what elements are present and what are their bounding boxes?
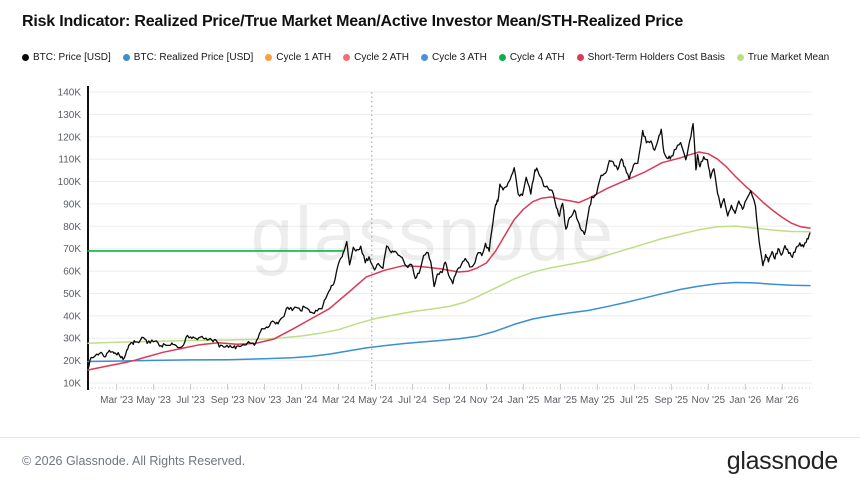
x-tick-label: Nov '25 <box>692 395 726 406</box>
series-line-btc-price-usd <box>87 122 811 369</box>
legend-item-true-market-mean[interactable]: True Market Mean <box>736 52 830 63</box>
y-tick-label: 60K <box>63 267 81 278</box>
legend-label: BTC: Realized Price [USD] <box>133 52 254 63</box>
y-tick-label: 100K <box>58 177 82 188</box>
x-tick-label: Sep '25 <box>655 395 689 406</box>
x-tick-label: Jul '23 <box>176 395 205 406</box>
x-tick-label: Mar '25 <box>544 395 577 406</box>
legend-label: Cycle 2 ATH <box>354 52 409 63</box>
legend-label: Short-Term Holders Cost Basis <box>587 52 725 63</box>
y-tick-label: 10K <box>63 379 81 390</box>
y-tick-label: 130K <box>58 110 82 121</box>
x-tick-label: May '24 <box>358 395 393 406</box>
legend-dot <box>343 54 351 61</box>
legend-item-cycle-4-ath[interactable]: Cycle 4 ATH <box>498 52 565 63</box>
x-tick-label: Sep '24 <box>433 395 467 406</box>
legend-dot <box>498 54 506 61</box>
x-tick-label: Mar '23 <box>100 395 133 406</box>
legend-item-cycle-1-ath[interactable]: Cycle 1 ATH <box>265 52 331 63</box>
legend-item-btc-price-usd[interactable]: BTC: Price [USD] <box>22 52 111 63</box>
chart-title: Risk Indicator: Realized Price/True Mark… <box>22 13 684 30</box>
y-tick-label: 40K <box>63 311 81 322</box>
x-tick-label: Mar '26 <box>766 395 799 406</box>
legend-item-short-term-holders-cost-basis[interactable]: Short-Term Holders Cost Basis <box>576 52 725 63</box>
x-tick-label: Jul '24 <box>398 395 427 406</box>
series-line-true-market-mean <box>87 225 811 344</box>
series-line-short-term-holders-cost-basis <box>87 151 811 371</box>
x-tick-label: Jan '26 <box>729 395 761 406</box>
y-tick-label: 80K <box>63 222 81 233</box>
x-tick-label: May '23 <box>136 395 171 406</box>
x-tick-label: Mar '24 <box>322 395 355 406</box>
chart-legend: BTC: Price [USD] BTC: Realized Price [USD… <box>22 52 829 63</box>
legend-label: True Market Mean <box>747 52 830 63</box>
legend-dot <box>576 54 584 61</box>
y-tick-label: 30K <box>63 334 81 345</box>
legend-dot <box>420 54 428 61</box>
legend-label: Cycle 4 ATH <box>509 52 565 63</box>
legend-item-cycle-3-ath[interactable]: Cycle 3 ATH <box>420 52 487 63</box>
legend-dot <box>736 54 744 61</box>
series-line-btc-realized-price-usd <box>87 281 811 363</box>
y-tick-label: 140K <box>58 88 82 99</box>
x-tick-label: Nov '23 <box>248 395 282 406</box>
y-tick-label: 110K <box>58 155 81 166</box>
legend-dot <box>22 54 29 61</box>
x-tick-label: Jan '25 <box>507 395 539 406</box>
x-tick-label: Jan '24 <box>286 395 318 406</box>
legend-dot <box>265 54 273 61</box>
x-tick-label: Jul '25 <box>620 395 649 406</box>
x-tick-label: May '25 <box>580 395 615 406</box>
y-tick-label: 70K <box>63 244 81 255</box>
x-tick-label: Nov '24 <box>470 395 504 406</box>
y-tick-label: 120K <box>58 132 82 143</box>
glassnode-logo[interactable]: glassnode <box>726 446 839 475</box>
chart-canvas[interactable]: 10K 20K 30K 40K 50K 60K 70K 80K 90K 100K 110K 120K 1… <box>0 78 860 430</box>
legend-label: Cycle 3 ATH <box>431 52 487 63</box>
legend-item-cycle-2-ath[interactable]: Cycle 2 ATH <box>343 52 409 63</box>
legend-label: Cycle 1 ATH <box>276 52 332 63</box>
y-tick-label: 50K <box>63 289 81 300</box>
x-tick-label: Sep '23 <box>211 395 245 406</box>
legend-label: BTC: Price [USD] <box>33 52 111 63</box>
legend-dot <box>122 54 130 61</box>
y-tick-label: 90K <box>63 199 81 210</box>
page-footer: © 2026 Glassnode. All Rights Reserved. g… <box>0 437 860 484</box>
y-tick-label: 20K <box>63 356 81 367</box>
copyright-text: © 2026 Glassnode. All Rights Reserved. <box>22 454 246 468</box>
glassnode-watermark: glassnode <box>251 192 616 277</box>
legend-item-btc-realized-price-usd[interactable]: BTC: Realized Price [USD] <box>122 52 254 63</box>
